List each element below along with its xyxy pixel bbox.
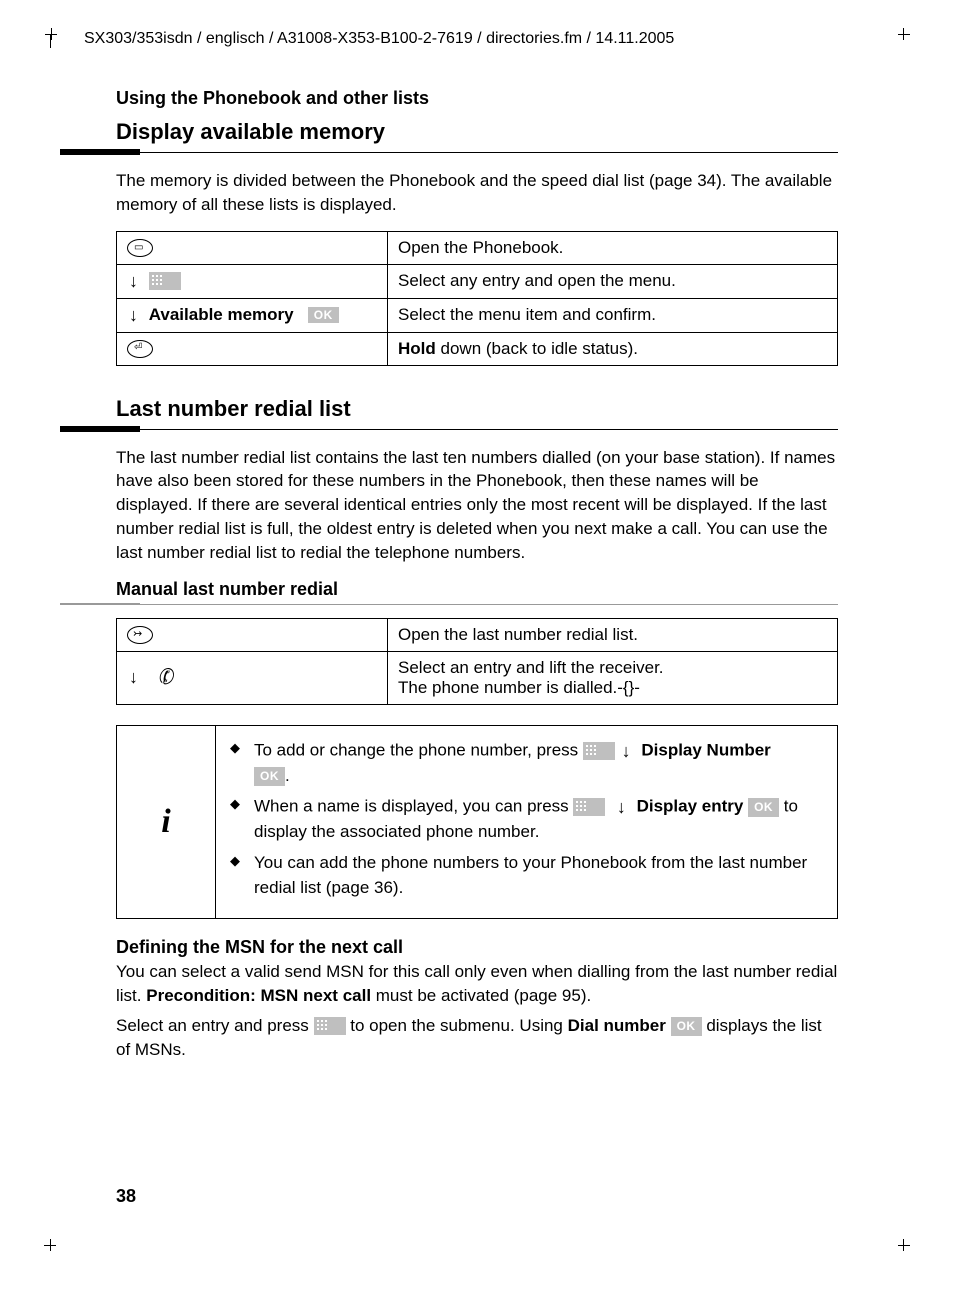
table-row: ↓ Available memory OK Select the menu it… [117, 298, 838, 332]
table-row: Open the last number redial list. [117, 618, 838, 651]
step-line2: The phone number is dialled.-{}- [398, 678, 640, 697]
msn-p1: You can select a valid send MSN for this… [116, 960, 838, 1008]
header-path: SX303/353isdn / englisch / A31008-X353-B… [84, 30, 894, 48]
handset-icon: ✆ [153, 663, 177, 692]
down-arrow-icon: ↓ [617, 797, 626, 817]
msn-p2: Select an entry and press to open the su… [116, 1014, 838, 1062]
dial-number-label: Dial number [568, 1016, 666, 1035]
heading-memory: Display available memory [116, 119, 838, 145]
menu-key-icon [573, 798, 605, 816]
table-row: ↓ Select any entry and open the menu. [117, 264, 838, 298]
info-text: . [285, 766, 290, 785]
step-desc: Select an entry and lift the receiver. T… [388, 651, 838, 704]
redial-steps-table: Open the last number redial list. ↓ ✆ Se… [116, 618, 838, 705]
crop-mark [50, 1245, 64, 1259]
step-desc: Open the last number redial list. [388, 618, 838, 651]
menu-key-icon [583, 742, 615, 760]
step-desc: Open the Phonebook. [388, 231, 838, 264]
menu-key-icon [314, 1017, 346, 1035]
info-bullet: When a name is displayed, you can press … [230, 794, 823, 845]
down-arrow-icon: ↓ [129, 271, 138, 291]
h2-rule [116, 426, 838, 432]
running-head: Using the Phonebook and other lists [116, 88, 838, 109]
display-number-label: Display Number [637, 740, 771, 759]
info-bullet: You can add the phone numbers to your Ph… [230, 851, 823, 900]
step-desc: Select the menu item and confirm. [388, 298, 838, 332]
hold-rest: down (back to idle status). [436, 339, 638, 358]
phonebook-key-icon [127, 239, 153, 257]
step-desc: Hold down (back to idle status). [388, 332, 838, 365]
info-box: i To add or change the phone number, pre… [116, 725, 838, 920]
precondition-label: Precondition: MSN next call [146, 986, 371, 1005]
ok-key-icon: OK [308, 307, 339, 323]
msn-text: Select an entry and press [116, 1016, 314, 1035]
redial-key-icon [127, 626, 153, 644]
step-desc: Select any entry and open the menu. [388, 264, 838, 298]
table-row: Hold down (back to idle status). [117, 332, 838, 365]
info-content: To add or change the phone number, press… [216, 725, 838, 919]
step-line1: Select an entry and lift the receiver. [398, 658, 664, 677]
down-arrow-icon: ↓ [129, 305, 138, 325]
heading-msn: Defining the MSN for the next call [116, 937, 838, 958]
ok-key-icon: OK [671, 1017, 702, 1036]
end-key-icon [127, 340, 153, 358]
table-row: Open the Phonebook. [117, 231, 838, 264]
ok-key-icon: OK [748, 798, 779, 817]
info-bullet: To add or change the phone number, press… [230, 738, 823, 789]
hold-label: Hold [398, 339, 436, 358]
manual-page: SX303/353isdn / englisch / A31008-X353-B… [0, 0, 954, 1307]
memory-intro: The memory is divided between the Phoneb… [116, 169, 838, 217]
h3-rule [116, 604, 838, 606]
heading-manual-redial: Manual last number redial [116, 579, 838, 600]
ok-key-icon: OK [254, 767, 285, 786]
menu-item-label: Available memory [149, 305, 294, 324]
h2-rule [116, 149, 838, 155]
info-icon: i [117, 725, 216, 919]
info-text: You can add the phone numbers to your Ph… [254, 853, 807, 897]
msn-text: must be activated (page 95). [371, 986, 591, 1005]
msn-text: to open the submenu. Using [346, 1016, 568, 1035]
crop-mark [890, 1245, 904, 1259]
crop-mark [890, 34, 904, 48]
display-entry-label: Display entry [632, 797, 744, 816]
content-area: Using the Phonebook and other lists Disp… [116, 88, 838, 1062]
menu-key-icon [149, 272, 181, 290]
crop-mark [50, 34, 65, 48]
info-text: When a name is displayed, you can press [254, 797, 573, 816]
lastnum-intro: The last number redial list contains the… [116, 446, 838, 565]
heading-lastnum: Last number redial list [116, 396, 838, 422]
table-row: ↓ ✆ Select an entry and lift the receive… [117, 651, 838, 704]
down-arrow-icon: ↓ [622, 741, 631, 761]
info-text: To add or change the phone number, press [254, 740, 583, 759]
memory-steps-table: Open the Phonebook. ↓ Select any entry a… [116, 231, 838, 366]
page-number: 38 [116, 1186, 136, 1207]
down-arrow-icon: ↓ [129, 667, 138, 687]
